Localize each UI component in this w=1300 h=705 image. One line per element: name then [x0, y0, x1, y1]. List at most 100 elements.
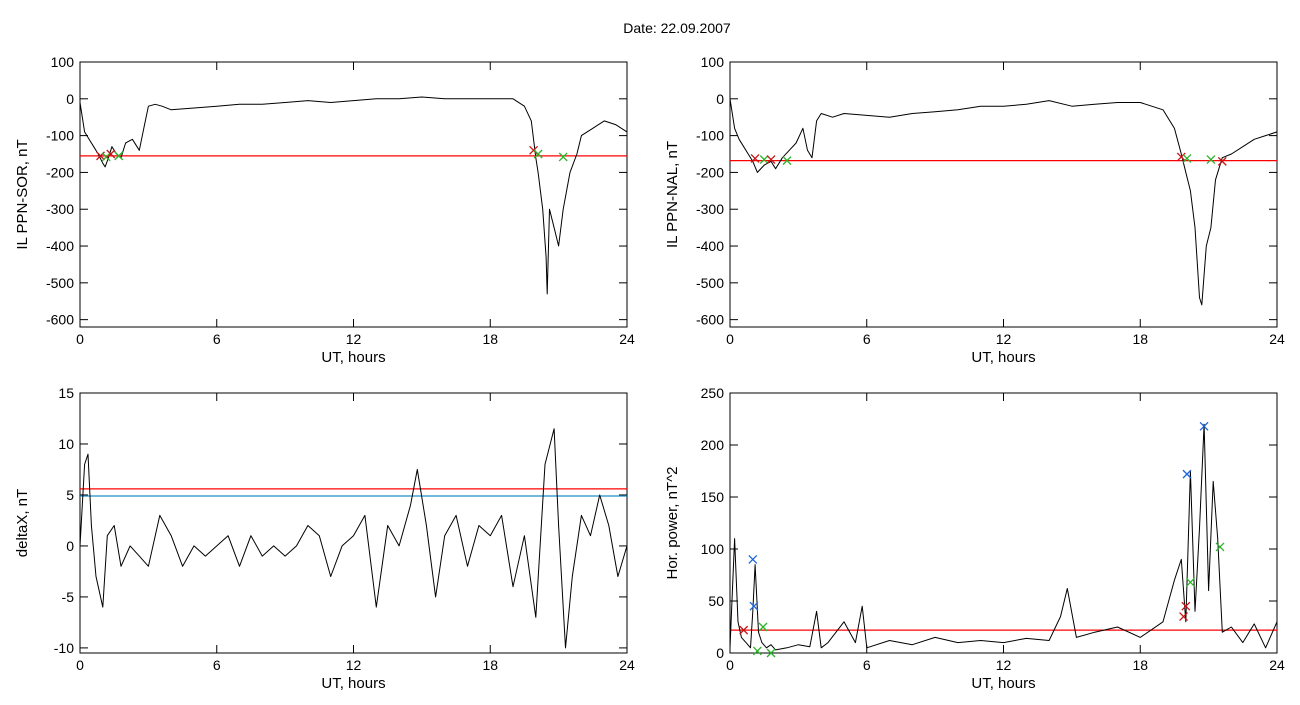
marker-stroke [752, 646, 762, 656]
marker-stroke [766, 155, 776, 164]
x-tick-label: 12 [346, 657, 362, 673]
y-tick-label: 0 [66, 91, 74, 107]
event-marker [106, 149, 116, 159]
y-tick-label: -200 [696, 164, 724, 180]
y-tick-label: 100 [701, 541, 725, 557]
marker-stroke [1179, 612, 1189, 622]
event-marker [1199, 421, 1209, 431]
y-tick-label: 100 [701, 54, 725, 70]
y-tick-label: -400 [46, 238, 74, 254]
event-marker [1185, 577, 1195, 587]
plot-frame [729, 61, 1278, 328]
x-tick-label: 12 [996, 331, 1012, 347]
x-tick-label: 18 [482, 331, 498, 347]
event-marker [533, 149, 543, 159]
marker-stroke [748, 554, 758, 564]
y-tick-label: -100 [696, 128, 724, 144]
chart-panel-hor-power: 0 6 12 18 24 0 50 100 150 200 250 UT, hours Hor. pow… [664, 385, 1285, 692]
y-tick-label: 10 [58, 436, 74, 452]
event-marker [1182, 153, 1192, 163]
y-tick-label: 50 [708, 593, 724, 609]
event-marker [749, 601, 759, 611]
x-tick-label: 24 [619, 657, 635, 673]
x-tick-label: 0 [76, 331, 84, 347]
chart-panel-deltax: 0 6 12 18 24 15 10 5 0 -5 -10 UT, hours deltaX, nT [14, 385, 635, 692]
series-line [79, 428, 628, 649]
event-marker [1181, 601, 1191, 611]
event-marker [1217, 156, 1227, 166]
y-tick-label: -10 [54, 640, 74, 656]
x-tick-label: 6 [213, 657, 221, 673]
x-tick-label: 18 [1132, 331, 1148, 347]
y-tick-label: -300 [696, 201, 724, 217]
x-axis-label: UT, hours [971, 349, 1035, 366]
x-tick-label: 12 [346, 331, 362, 347]
x-tick-label: 24 [1269, 657, 1285, 673]
event-marker [750, 153, 760, 163]
plot-frame [729, 392, 1278, 654]
chart-panel-il-ppn-nal: 0 6 12 18 24 100 0 -100 -200 -300 -400 -500 -600 UT, … [664, 54, 1285, 366]
y-tick-label: 250 [701, 385, 725, 401]
marker-stroke [114, 151, 124, 161]
event-marker [748, 554, 758, 564]
y-tick-label: -100 [46, 128, 74, 144]
y-tick-label: -500 [46, 275, 74, 291]
x-tick-label: 0 [726, 657, 734, 673]
x-tick-label: 6 [863, 331, 871, 347]
series-line [79, 96, 628, 295]
event-marker [558, 152, 568, 162]
y-tick-label: -600 [696, 312, 724, 328]
marker-stroke [1215, 542, 1225, 552]
series-line [729, 98, 1278, 306]
y-tick-label: -300 [46, 201, 74, 217]
event-marker [1179, 612, 1189, 622]
y-tick-label: -500 [696, 275, 724, 291]
plot-frame [79, 392, 628, 654]
marker-stroke [101, 152, 111, 162]
x-tick-label: 12 [996, 657, 1012, 673]
y-tick-label: 5 [66, 487, 74, 503]
event-marker [759, 155, 769, 164]
y-tick-label: -200 [46, 164, 74, 180]
x-tick-label: 6 [213, 331, 221, 347]
marker-stroke [1206, 155, 1216, 164]
event-marker [739, 625, 749, 635]
marker-stroke [1182, 469, 1192, 479]
marker-stroke [1176, 152, 1186, 162]
y-axis-label: deltaX, nT [14, 489, 31, 557]
x-tick-label: 18 [1132, 657, 1148, 673]
x-tick-label: 0 [726, 331, 734, 347]
marker-stroke [750, 153, 760, 163]
marker-stroke [558, 152, 568, 162]
marker-stroke [758, 622, 768, 632]
series-line [729, 423, 1278, 651]
event-marker [114, 151, 124, 161]
event-marker [766, 155, 776, 164]
x-tick-label: 18 [482, 657, 498, 673]
x-tick-label: 24 [1269, 331, 1285, 347]
y-axis-label: IL PPN-SOR, nT [14, 139, 31, 249]
marker-stroke [1217, 156, 1227, 166]
x-tick-label: 0 [76, 657, 84, 673]
y-tick-label: 0 [716, 645, 724, 661]
marker-stroke [766, 648, 776, 658]
marker-stroke [533, 149, 543, 159]
marker-stroke [529, 145, 539, 155]
y-tick-label: -5 [62, 589, 75, 605]
event-marker [1215, 542, 1225, 552]
marker-stroke [1199, 421, 1209, 431]
y-tick-label: 15 [58, 385, 74, 401]
y-tick-label: 200 [701, 437, 725, 453]
event-marker [752, 646, 762, 656]
plot-frame [79, 61, 628, 328]
marker-stroke [1185, 577, 1195, 587]
y-tick-label: -600 [46, 312, 74, 328]
y-tick-label: 100 [51, 54, 75, 70]
event-marker [782, 156, 792, 166]
y-axis-label: IL PPN-NAL, nT [664, 141, 681, 248]
y-axis-label: Hor. power, nT^2 [664, 467, 681, 580]
marker-stroke [106, 149, 116, 159]
event-marker [766, 648, 776, 658]
